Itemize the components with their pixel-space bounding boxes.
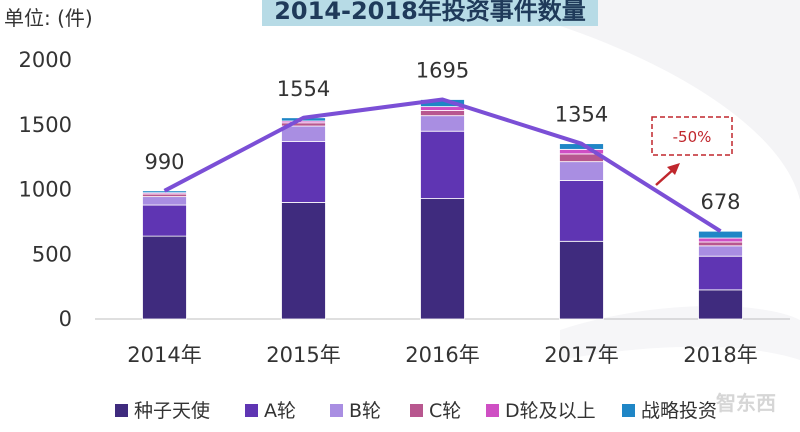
legend-label: A轮 <box>264 400 296 422</box>
x-axis: 2014年 2015年 2016年 2017年 2018年 <box>127 343 757 367</box>
legend-swatch <box>622 404 635 417</box>
y-tick-label: 1000 <box>19 178 72 202</box>
background-swoosh <box>470 0 800 200</box>
total-label: 1695 <box>416 58 469 82</box>
bar-segment-1 <box>142 235 187 320</box>
y-tick-label: 1500 <box>19 113 72 137</box>
x-tick-label: 2016年 <box>405 343 479 367</box>
bar-segment-1 <box>420 198 465 320</box>
chart-title-background <box>262 0 598 26</box>
bar-segment-2 <box>559 180 604 242</box>
legend-swatch <box>410 404 423 417</box>
chart-title: 2014-2018年投资事件数量 <box>274 0 586 25</box>
annotation-box <box>651 116 733 156</box>
total-label: 1354 <box>555 103 608 127</box>
bar-segment-5 <box>698 237 743 243</box>
annotation-arrow-head <box>667 163 680 175</box>
bar-segment-3 <box>698 245 743 257</box>
legend-swatch <box>115 404 128 417</box>
x-tick-label: 2017年 <box>544 343 618 367</box>
decline-annotation: -50% <box>651 116 733 186</box>
legend: 种子天使 A轮 B轮 C轮 D轮及以上 战略投资 <box>115 400 717 422</box>
bar-segment-2 <box>420 130 465 199</box>
legend-label: D轮及以上 <box>505 400 596 422</box>
legend-swatch <box>330 404 343 417</box>
watermark: 智东西 <box>716 391 776 415</box>
y-axis: 0 500 1000 1500 2000 <box>19 48 72 331</box>
bar-segment-1 <box>559 240 604 320</box>
bar-segment-4 <box>420 110 465 117</box>
bar-segment-2 <box>281 141 326 203</box>
bar-segment-1 <box>698 289 743 320</box>
bar-segment-2 <box>142 204 187 237</box>
legend-label: C轮 <box>429 400 461 422</box>
bar-segment-3 <box>420 115 465 132</box>
legend-swatch <box>486 404 499 417</box>
legend-label: 战略投资 <box>641 400 717 422</box>
legend-label: B轮 <box>349 400 381 422</box>
bar-segment-4 <box>698 241 743 247</box>
bar-segment-3 <box>559 161 604 181</box>
legend-label: 种子天使 <box>134 400 210 422</box>
y-tick-label: 0 <box>59 307 72 331</box>
bar-segment-2 <box>698 255 743 291</box>
bar-segment-5 <box>420 106 465 111</box>
y-tick-label: 500 <box>32 242 72 266</box>
x-tick-label: 2014年 <box>127 343 201 367</box>
bar-segment-6 <box>698 230 743 239</box>
background-swoosh-lower <box>560 306 800 360</box>
legend-swatch <box>245 404 258 417</box>
bar-segment-3 <box>142 196 187 206</box>
bar-segment-1 <box>281 202 326 320</box>
x-tick-label: 2018年 <box>683 343 757 367</box>
total-label: 990 <box>144 150 184 174</box>
total-label: 678 <box>700 190 740 214</box>
trend-line <box>163 97 722 233</box>
bar-segment-6 <box>142 190 187 194</box>
unit-label: 单位: (件) <box>4 6 93 30</box>
bar-segment-3 <box>281 125 326 142</box>
total-label: 1554 <box>277 77 330 101</box>
x-tick-label: 2015年 <box>266 343 340 367</box>
y-tick-label: 2000 <box>19 48 72 72</box>
total-labels: 990 1554 1695 1354 678 <box>144 58 740 214</box>
annotation-text: -50% <box>673 128 712 146</box>
bar-layer <box>142 99 743 320</box>
